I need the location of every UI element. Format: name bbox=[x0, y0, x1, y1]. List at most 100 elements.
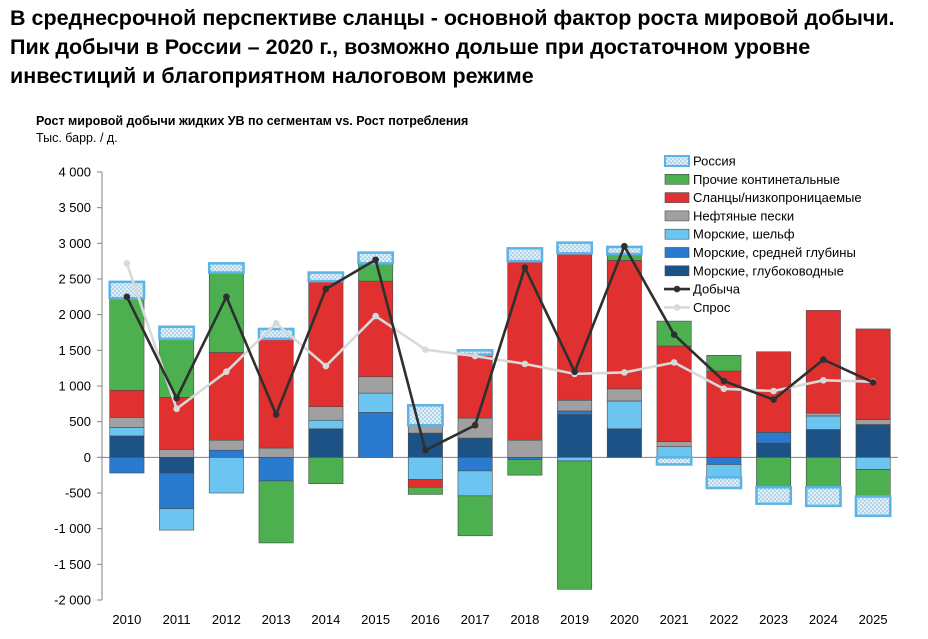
bar-segment-oil_sands bbox=[805, 412, 841, 417]
point-production_line bbox=[372, 256, 379, 264]
point-demand_line bbox=[422, 346, 429, 353]
bar-segment-offshore_deep bbox=[557, 414, 593, 458]
bar-segment-offshore_shelf bbox=[855, 457, 891, 470]
bar-segment-russia bbox=[854, 495, 892, 518]
legend-label-oil_sands: Нефтяные пески bbox=[693, 208, 794, 223]
bar-segment-offshore_mid bbox=[208, 449, 244, 458]
bar-segment-russia bbox=[307, 271, 345, 283]
line-production_line bbox=[125, 243, 874, 453]
bar-segment-other_onshore bbox=[855, 469, 891, 497]
bar-segment-russia bbox=[158, 325, 196, 341]
point-demand_line bbox=[621, 369, 628, 376]
legend-label-offshore_shelf: Морские, шельф bbox=[693, 227, 795, 242]
x-tick-label: 2016 bbox=[411, 612, 440, 627]
point-demand_line bbox=[272, 319, 280, 327]
legend-label-other_onshore: Прочие континетальные bbox=[693, 172, 840, 187]
legend-swatch-russia bbox=[664, 155, 690, 167]
bar-segment-offshore_shelf bbox=[706, 464, 742, 478]
bar-segment-offshore_mid bbox=[457, 457, 493, 472]
x-tick-label: 2025 bbox=[859, 612, 888, 627]
point-production_line bbox=[272, 411, 280, 418]
bar-segment-other_onshore bbox=[457, 495, 493, 537]
y-tick-label: 500 bbox=[69, 414, 91, 429]
point-demand_line bbox=[322, 362, 330, 370]
bars bbox=[108, 241, 892, 590]
point-production_line bbox=[471, 421, 479, 429]
x-tick-label: 2020 bbox=[610, 612, 639, 627]
bar-segment-oil_sands bbox=[308, 406, 344, 421]
bar-segment-other_onshore bbox=[756, 457, 792, 488]
y-tick-label: -1 000 bbox=[54, 521, 91, 536]
x-tick-label: 2022 bbox=[709, 612, 738, 627]
y-tick-label: -500 bbox=[65, 486, 91, 501]
x-tick-label: 2024 bbox=[809, 612, 838, 627]
y-tick-label: 3 500 bbox=[58, 200, 91, 215]
bar-segment-shale bbox=[855, 328, 891, 420]
y-tick-label: 1 500 bbox=[58, 343, 91, 358]
bar-segment-russia bbox=[755, 486, 793, 505]
bar-segment-offshore_shelf bbox=[109, 427, 145, 437]
point-production_line bbox=[720, 377, 728, 385]
x-tick-label: 2012 bbox=[212, 612, 241, 627]
y-tick-label: 2 000 bbox=[58, 307, 91, 322]
point-demand_line bbox=[223, 368, 230, 376]
legend-label-demand_line: Спрос bbox=[693, 300, 731, 315]
bar-segment-other_onshore bbox=[557, 460, 593, 590]
point-demand_line bbox=[173, 405, 180, 413]
point-demand_line bbox=[123, 260, 131, 267]
bar-segment-offshore_mid bbox=[706, 457, 742, 465]
point-demand_line bbox=[820, 376, 827, 384]
bar-segment-shale bbox=[407, 479, 443, 488]
axes: 4 000 3 500 3 000 2 500 2 000 1 500 1 000 500 0 -… bbox=[54, 165, 898, 627]
bar-segment-offshore_shelf bbox=[457, 470, 493, 497]
legend-swatch-offshore_mid bbox=[664, 247, 690, 258]
bar-segment-offshore_deep bbox=[606, 428, 642, 458]
bar-segment-offshore_deep bbox=[805, 429, 841, 458]
bar-segment-oil_sands bbox=[109, 417, 145, 428]
bar-segment-shale bbox=[507, 260, 543, 441]
bar-segment-offshore_shelf bbox=[407, 457, 443, 480]
x-tick-label: 2013 bbox=[262, 612, 291, 627]
chart-unit-label: Тыс. барр. / д. bbox=[36, 131, 118, 145]
bar-segment-offshore_deep bbox=[308, 428, 344, 458]
bar-segment-oil_sands bbox=[358, 376, 394, 394]
legend-label-offshore_mid: Морские, средней глубины bbox=[693, 245, 856, 260]
point-production_line bbox=[422, 446, 429, 454]
legend-marker-demand_line bbox=[673, 304, 681, 311]
bar-segment-offshore_mid bbox=[756, 432, 792, 444]
point-production_line bbox=[123, 293, 131, 301]
bar-segment-offshore_shelf bbox=[557, 457, 593, 462]
y-tick-label: 3 000 bbox=[58, 236, 91, 251]
y-tick-label: 2 500 bbox=[58, 272, 91, 287]
x-tick-label: 2011 bbox=[163, 612, 191, 627]
headline: В среднесрочной перспективе сланцы - осн… bbox=[10, 6, 895, 88]
bar-segment-oil_sands bbox=[656, 441, 692, 447]
x-tick-label: 2023 bbox=[759, 612, 788, 627]
bar-segment-other_onshore bbox=[805, 457, 841, 488]
bar-segment-shale bbox=[308, 280, 344, 407]
legend-marker-production_line bbox=[673, 285, 681, 293]
legend-label-shale: Сланцы/низкопроницаемые bbox=[693, 190, 862, 205]
bar-segment-offshore_shelf bbox=[656, 446, 692, 458]
point-production_line bbox=[820, 356, 827, 363]
point-production_line bbox=[770, 396, 777, 403]
x-tick-label: 2019 bbox=[560, 612, 589, 627]
x-tick-label: 2021 bbox=[660, 612, 689, 627]
bar-segment-shale bbox=[557, 253, 593, 401]
point-demand_line bbox=[770, 387, 777, 395]
point-demand_line bbox=[471, 352, 479, 360]
bar-segment-offshore_mid bbox=[258, 457, 294, 482]
bar-segment-russia bbox=[705, 476, 743, 490]
bar-segment-other_onshore bbox=[706, 355, 742, 372]
bar-segment-offshore_shelf bbox=[606, 400, 642, 430]
point-production_line bbox=[521, 264, 529, 271]
y-tick-label: 4 000 bbox=[58, 165, 91, 180]
point-demand_line bbox=[372, 312, 379, 320]
bar-segment-offshore_mid bbox=[159, 472, 195, 509]
bar-segment-offshore_mid bbox=[109, 457, 145, 474]
bar-segment-other_onshore bbox=[208, 272, 244, 353]
bar-segment-offshore_mid bbox=[507, 457, 543, 460]
bar-segment-other_onshore bbox=[258, 480, 294, 544]
bar-segment-russia bbox=[207, 262, 245, 274]
legend-swatch-offshore_shelf bbox=[664, 228, 690, 240]
